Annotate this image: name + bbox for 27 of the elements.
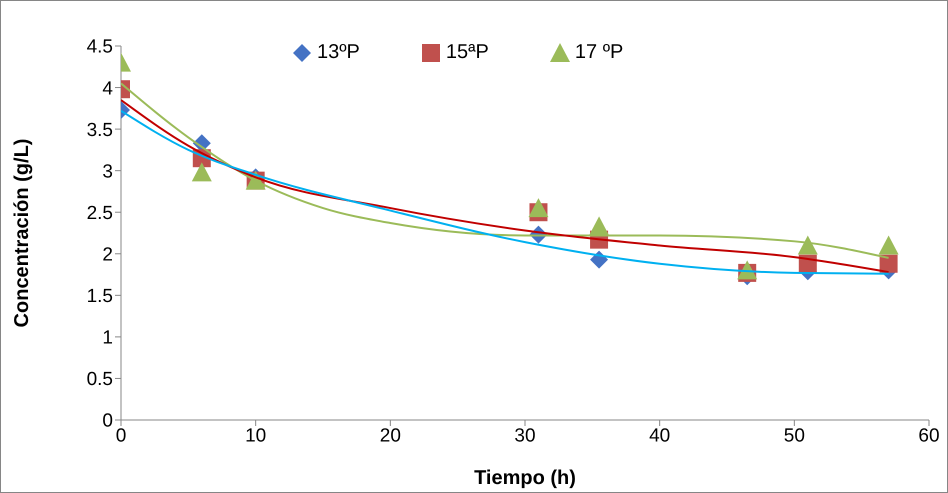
x-tick-label: 50 xyxy=(784,425,805,446)
point xyxy=(589,216,610,236)
point xyxy=(528,198,548,218)
x-tick-label: 0 xyxy=(116,425,126,446)
y-tick-label: 3.5 xyxy=(86,120,113,141)
y-tick-label: 0.5 xyxy=(86,369,113,390)
x-tick-label: 10 xyxy=(245,425,266,446)
x-axis-title: Tiempo (h) xyxy=(474,467,576,489)
y-tick-label: 1 xyxy=(102,328,113,349)
x-tick-label: 30 xyxy=(514,425,536,446)
x-tick-label: 60 xyxy=(918,425,940,446)
legend-label: 17 ºP xyxy=(574,41,624,64)
x-tick-label: 40 xyxy=(649,425,670,446)
y-tick-label: 2 xyxy=(102,244,113,266)
point xyxy=(878,235,899,254)
legend-label: 15ªP xyxy=(446,41,489,64)
legend-label: 13ºP xyxy=(317,41,360,64)
y-tick-label: 0 xyxy=(102,410,113,432)
y-tick-label: 2.5 xyxy=(86,202,113,224)
point xyxy=(192,162,212,182)
y-tick-label: 4 xyxy=(102,78,114,100)
y-axis-title: Concentración (g/L) xyxy=(11,138,34,328)
y-tick-label: 4.5 xyxy=(86,36,113,58)
x-tick-label: 20 xyxy=(380,425,401,446)
y-tick-label: 1.5 xyxy=(86,286,113,308)
point xyxy=(798,235,818,254)
y-tick-label: 3 xyxy=(102,161,113,182)
